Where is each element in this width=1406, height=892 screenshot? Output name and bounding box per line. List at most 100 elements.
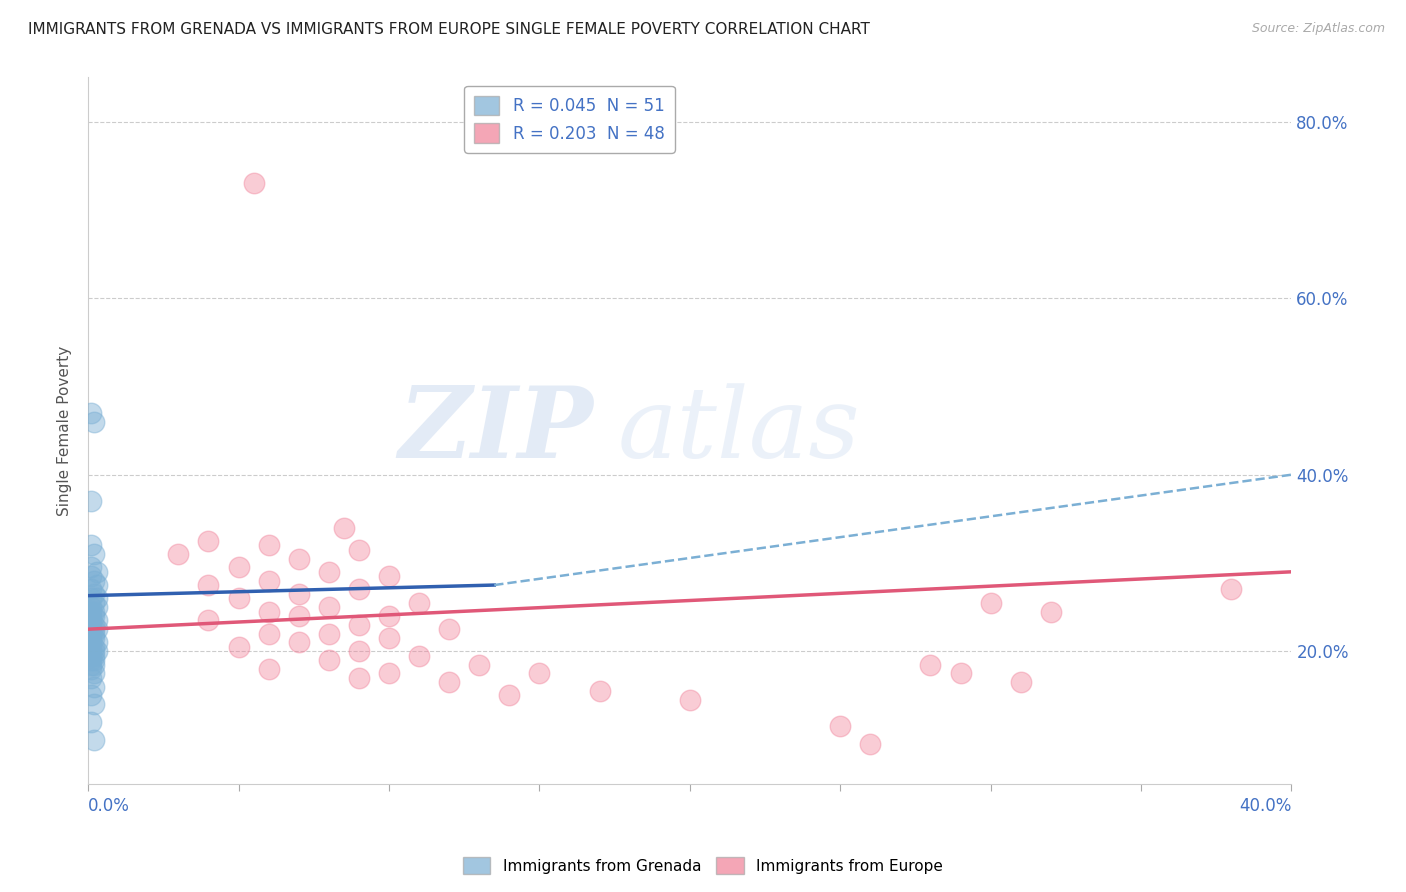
- Point: [859, 737, 882, 751]
- Point: [83, 640, 105, 654]
- Point: [83, 648, 105, 663]
- Point: [86, 578, 108, 592]
- Point: [378, 631, 401, 645]
- Text: 40.0%: 40.0%: [1239, 797, 1292, 815]
- Point: [83, 666, 105, 681]
- Point: [80, 653, 103, 667]
- Point: [80, 662, 103, 676]
- Point: [80, 635, 103, 649]
- Point: [83, 547, 105, 561]
- Point: [378, 666, 401, 681]
- Point: [378, 569, 401, 583]
- Point: [86, 613, 108, 627]
- Point: [80, 671, 103, 685]
- Point: [588, 684, 610, 698]
- Point: [1220, 582, 1243, 597]
- Point: [242, 177, 264, 191]
- Point: [80, 617, 103, 632]
- Point: [80, 689, 103, 703]
- Point: [80, 569, 103, 583]
- Point: [498, 689, 520, 703]
- Point: [347, 542, 370, 557]
- Legend: R = 0.045  N = 51, R = 0.203  N = 48: R = 0.045 N = 51, R = 0.203 N = 48: [464, 86, 675, 153]
- Point: [287, 551, 309, 566]
- Point: [80, 406, 103, 420]
- Point: [83, 609, 105, 624]
- Point: [86, 644, 108, 658]
- Point: [86, 622, 108, 636]
- Point: [257, 605, 280, 619]
- Point: [830, 719, 852, 733]
- Point: [80, 657, 103, 672]
- Point: [167, 547, 190, 561]
- Point: [197, 578, 219, 592]
- Point: [83, 657, 105, 672]
- Point: [347, 617, 370, 632]
- Point: [83, 653, 105, 667]
- Point: [80, 605, 103, 619]
- Point: [83, 697, 105, 711]
- Point: [257, 538, 280, 552]
- Point: [80, 626, 103, 640]
- Point: [318, 600, 340, 615]
- Point: [83, 626, 105, 640]
- Point: [83, 587, 105, 601]
- Point: [86, 600, 108, 615]
- Point: [83, 574, 105, 588]
- Point: [80, 538, 103, 552]
- Point: [287, 609, 309, 624]
- Point: [86, 565, 108, 579]
- Text: Source: ZipAtlas.com: Source: ZipAtlas.com: [1251, 22, 1385, 36]
- Point: [333, 521, 356, 535]
- Point: [80, 591, 103, 606]
- Point: [318, 653, 340, 667]
- Point: [228, 640, 250, 654]
- Point: [529, 666, 551, 681]
- Text: IMMIGRANTS FROM GRENADA VS IMMIGRANTS FROM EUROPE SINGLE FEMALE POVERTY CORRELAT: IMMIGRANTS FROM GRENADA VS IMMIGRANTS FR…: [28, 22, 870, 37]
- Point: [80, 600, 103, 615]
- Point: [83, 617, 105, 632]
- Point: [228, 591, 250, 606]
- Point: [80, 631, 103, 645]
- Point: [347, 644, 370, 658]
- Point: [1010, 675, 1032, 690]
- Point: [197, 613, 219, 627]
- Point: [83, 622, 105, 636]
- Point: [920, 657, 942, 672]
- Point: [197, 533, 219, 548]
- Point: [83, 605, 105, 619]
- Point: [83, 631, 105, 645]
- Point: [86, 591, 108, 606]
- Point: [408, 596, 430, 610]
- Point: [378, 609, 401, 624]
- Point: [318, 626, 340, 640]
- Text: 0.0%: 0.0%: [89, 797, 129, 815]
- Point: [318, 565, 340, 579]
- Point: [257, 626, 280, 640]
- Point: [80, 582, 103, 597]
- Point: [83, 596, 105, 610]
- Point: [980, 596, 1002, 610]
- Point: [408, 648, 430, 663]
- Point: [80, 494, 103, 508]
- Point: [80, 640, 103, 654]
- Point: [257, 662, 280, 676]
- Text: atlas: atlas: [617, 383, 860, 478]
- Point: [347, 582, 370, 597]
- Point: [86, 635, 108, 649]
- Point: [468, 657, 491, 672]
- Point: [80, 560, 103, 574]
- Point: [83, 644, 105, 658]
- Point: [679, 693, 702, 707]
- Point: [80, 648, 103, 663]
- Text: ZIP: ZIP: [398, 383, 593, 479]
- Point: [257, 574, 280, 588]
- Point: [287, 587, 309, 601]
- Point: [83, 680, 105, 694]
- Point: [83, 415, 105, 429]
- Point: [80, 714, 103, 729]
- Point: [347, 671, 370, 685]
- Y-axis label: Single Female Poverty: Single Female Poverty: [58, 345, 72, 516]
- Point: [287, 635, 309, 649]
- Point: [80, 613, 103, 627]
